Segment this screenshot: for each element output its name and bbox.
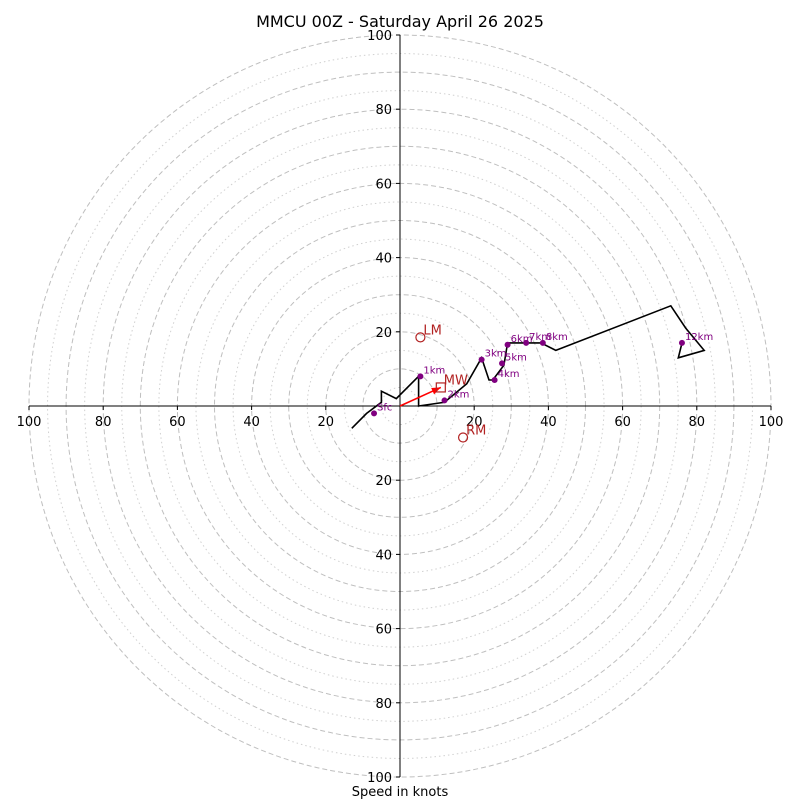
height-label: 6km xyxy=(511,334,533,345)
x-tick-label: 60 xyxy=(614,415,631,430)
height-point xyxy=(523,339,530,346)
y-tick-label: 60 xyxy=(375,177,392,192)
chart-title: MMCU 00Z - Saturday April 26 2025 xyxy=(256,12,544,31)
height-label: 5km xyxy=(505,352,527,363)
storm-motion-markers: LM MW RM xyxy=(415,323,486,443)
y-tick-label: 100 xyxy=(367,29,392,44)
x-tick-label: 80 xyxy=(95,415,112,430)
storm-motion-label: MW xyxy=(444,373,468,388)
height-point xyxy=(539,339,546,346)
height-label: 2km xyxy=(448,389,470,400)
height-label: 3km xyxy=(485,349,507,360)
height-point xyxy=(491,377,498,384)
x-tick-label: 40 xyxy=(540,415,557,430)
hodograph-series xyxy=(351,304,706,429)
x-tick-label: 80 xyxy=(689,415,706,430)
height-point xyxy=(478,356,485,363)
y-tick-label: 40 xyxy=(375,252,392,267)
storm-motion-marker xyxy=(457,432,469,443)
y-tick-label: 80 xyxy=(375,103,392,118)
height-point xyxy=(499,360,506,367)
x-tick-label: 40 xyxy=(243,415,260,430)
x-tick-label: 20 xyxy=(466,415,483,430)
storm-motion-label: LM xyxy=(423,323,441,338)
y-tick-label: 80 xyxy=(375,697,392,712)
x-axis-label: Speed in knots xyxy=(352,785,449,800)
height-label: 12km xyxy=(685,332,713,343)
storm-motion-marker xyxy=(415,332,426,343)
y-tick-label: 60 xyxy=(375,623,392,638)
height-point xyxy=(504,341,511,348)
height-label: 8km xyxy=(546,332,568,343)
x-tick-label: 100 xyxy=(17,415,42,430)
height-point xyxy=(371,410,378,417)
y-tick-label: 20 xyxy=(375,474,392,489)
x-tick-label: 20 xyxy=(318,415,335,430)
tick-labels: 100 100 80 80 60 60 40 40 20 20 20 20 40 40 60 60 80 80 10… xyxy=(17,29,784,786)
y-tick-label: 40 xyxy=(375,548,392,563)
height-point xyxy=(417,373,424,380)
height-label: 7km xyxy=(529,332,551,343)
height-label: 1km xyxy=(423,365,445,376)
storm-motion-label: RM xyxy=(466,424,486,439)
height-label: Sfc xyxy=(377,402,392,413)
height-label: 4km xyxy=(498,369,520,380)
height-point xyxy=(441,397,448,404)
y-tick-label: 100 xyxy=(367,771,392,786)
mean-wind-marker xyxy=(435,382,446,393)
x-tick-label: 100 xyxy=(759,415,784,430)
y-tick-label: 20 xyxy=(375,326,392,341)
hodograph-line xyxy=(351,304,706,429)
height-point xyxy=(678,339,685,346)
x-tick-label: 60 xyxy=(169,415,186,430)
